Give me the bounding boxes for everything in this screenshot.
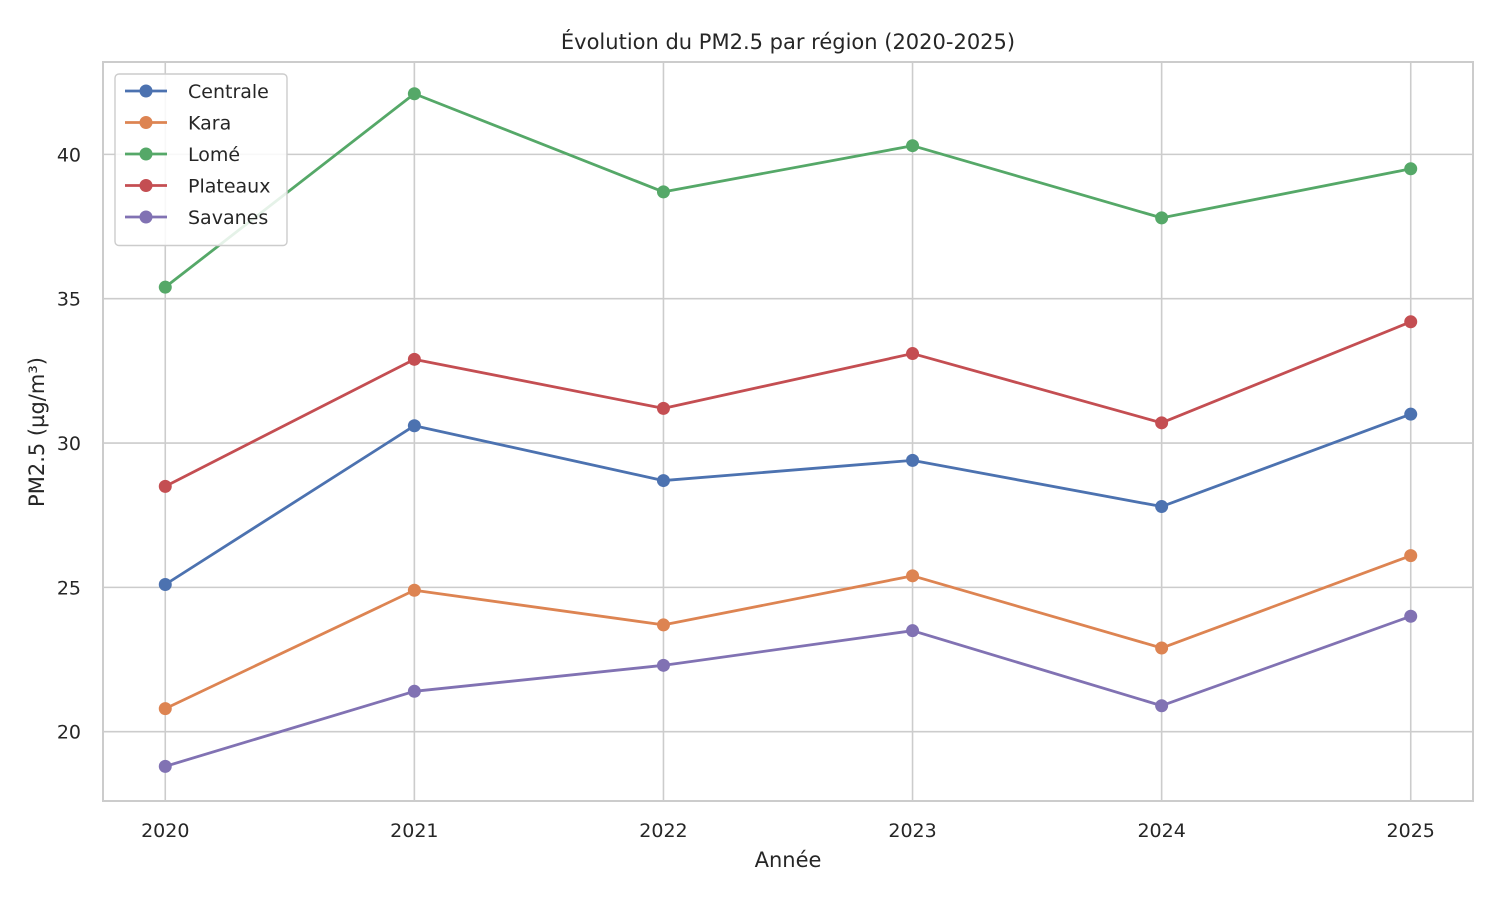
x-tick-label: 2022 xyxy=(639,820,687,842)
legend-item: Plateaux xyxy=(125,176,270,198)
data-point xyxy=(1155,211,1169,225)
data-point xyxy=(1404,609,1418,623)
data-point xyxy=(656,658,670,672)
data-point xyxy=(407,87,421,101)
x-tick-label: 2025 xyxy=(1387,820,1435,842)
data-point xyxy=(158,280,172,294)
legend-frame xyxy=(114,73,288,247)
data-point xyxy=(656,401,670,415)
series-layer xyxy=(158,87,1418,773)
data-point xyxy=(407,583,421,597)
data-point xyxy=(656,185,670,199)
series-line xyxy=(164,554,1412,710)
data-point xyxy=(407,419,421,433)
legend-label: Plateaux xyxy=(188,176,270,198)
legend-item: Kara xyxy=(125,113,231,135)
x-tick-label: 2020 xyxy=(141,820,189,842)
data-point xyxy=(1155,500,1169,514)
series-savanes xyxy=(158,609,1418,773)
chart-title: Évolution du PM2.5 par région (2020-2025… xyxy=(561,29,1015,54)
legend-item: Lomé xyxy=(125,144,240,166)
data-point xyxy=(656,618,670,632)
legend-marker xyxy=(139,84,153,98)
legend-marker xyxy=(139,210,153,224)
legend-item: Centrale xyxy=(125,81,269,103)
legend-item: Savanes xyxy=(125,207,268,229)
data-point xyxy=(906,453,920,467)
grid-layer xyxy=(103,62,1473,801)
data-point xyxy=(1404,407,1418,421)
series-plateaux xyxy=(158,315,1418,493)
y-tick-label: 25 xyxy=(57,577,81,599)
data-point xyxy=(407,352,421,366)
y-tick-label: 35 xyxy=(57,289,81,311)
x-tick-label: 2024 xyxy=(1137,820,1185,842)
legend-label: Savanes xyxy=(188,207,268,229)
legend: Centrale Kara Lomé Plateaux Savanes xyxy=(114,73,288,247)
legend-label: Lomé xyxy=(188,144,240,166)
data-point xyxy=(1404,162,1418,176)
y-axis-title: PM2.5 (µg/m³) xyxy=(25,357,49,507)
data-point xyxy=(1155,699,1169,713)
data-point xyxy=(407,684,421,698)
legend-marker xyxy=(139,147,153,161)
series-line xyxy=(164,320,1412,488)
data-point xyxy=(1404,549,1418,563)
data-point xyxy=(1155,641,1169,655)
data-point xyxy=(158,479,172,493)
data-point xyxy=(656,474,670,488)
data-point xyxy=(1404,315,1418,329)
y-tick-label: 40 xyxy=(57,144,81,166)
series-lom- xyxy=(158,87,1418,294)
y-tick-label: 20 xyxy=(57,722,81,744)
x-axis-title: Année xyxy=(755,848,822,872)
y-tick-label: 30 xyxy=(57,433,81,455)
legend-label: Kara xyxy=(188,113,231,135)
data-point xyxy=(906,347,920,361)
data-point xyxy=(906,624,920,638)
data-point xyxy=(158,759,172,773)
data-point xyxy=(906,139,920,153)
plot-frame xyxy=(102,61,1474,802)
data-point xyxy=(906,569,920,583)
data-point xyxy=(1155,416,1169,430)
series-line xyxy=(164,92,1411,289)
legend-marker xyxy=(139,116,153,129)
legend-label: Centrale xyxy=(188,81,269,103)
x-tick-label: 2023 xyxy=(888,820,936,842)
series-line xyxy=(164,412,1412,586)
series-kara xyxy=(158,549,1418,716)
data-point xyxy=(158,577,172,591)
series-centrale xyxy=(158,407,1418,591)
legend-marker xyxy=(139,179,153,192)
data-point xyxy=(158,702,172,716)
series-line xyxy=(164,614,1412,768)
x-tick-label: 2021 xyxy=(390,820,438,842)
